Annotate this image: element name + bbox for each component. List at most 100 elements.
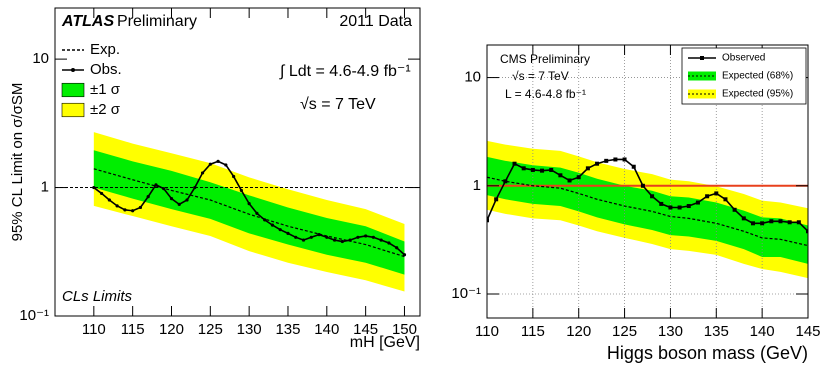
marker (567, 178, 572, 183)
x-tick-label: 135 (275, 321, 300, 338)
x-axis-label: Higgs boson mass (GeV) (607, 343, 808, 363)
x-tick-label: 115 (521, 323, 545, 340)
marker (301, 238, 306, 242)
plot-frame (54, 7, 421, 317)
x-tick-label: 145 (795, 323, 820, 340)
band (93, 150, 405, 275)
annotation: ∫ Ldt = 4.6-4.9 fb⁻¹ (279, 63, 411, 80)
marker (356, 235, 360, 239)
marker (487, 218, 489, 223)
annotation: L = 4.6-4.8 fb⁻¹ (505, 87, 586, 101)
x-axis-label: mH [GeV] (350, 334, 420, 351)
marker (278, 228, 282, 232)
marker (750, 221, 755, 226)
marker (714, 191, 719, 196)
marker (193, 185, 197, 190)
plot-frame (486, 44, 809, 319)
y-tick-label: 1 (41, 179, 49, 196)
marker (232, 174, 236, 179)
marker (604, 158, 609, 163)
marker (208, 162, 212, 166)
marker (115, 204, 119, 208)
marker (371, 235, 376, 239)
x-tick-label: 125 (612, 323, 637, 340)
marker (169, 197, 174, 201)
marker (364, 234, 368, 238)
marker (216, 159, 220, 163)
marker (659, 201, 664, 206)
marker (379, 238, 383, 242)
plot-area (55, 132, 420, 292)
marker (123, 208, 127, 212)
marker (769, 219, 774, 224)
marker (177, 202, 181, 206)
band (487, 156, 808, 264)
marker (686, 204, 691, 209)
marker (677, 205, 682, 210)
marker (138, 205, 143, 210)
x-tick-label: 140 (750, 323, 775, 340)
x-tick-label: 140 (314, 321, 339, 338)
legend-label: ±2 σ (90, 101, 121, 118)
marker (395, 246, 399, 250)
x-tick-label: 120 (159, 321, 184, 338)
marker (530, 167, 535, 172)
marker (668, 205, 673, 210)
marker (512, 161, 517, 166)
marker (576, 175, 581, 180)
series-line (487, 176, 808, 247)
marker (796, 220, 801, 225)
marker (340, 239, 344, 244)
marker (778, 219, 783, 224)
annotation: 2011 Data (339, 13, 412, 30)
marker (741, 216, 746, 221)
y-tick-label: 10⁻¹ (19, 307, 49, 324)
marker (270, 223, 275, 227)
marker (732, 207, 737, 212)
y-tick-label: 10 (464, 69, 481, 86)
legend-label: Observed (722, 53, 765, 64)
marker (695, 200, 700, 205)
marker (806, 229, 808, 234)
marker (325, 235, 329, 239)
marker (650, 194, 655, 199)
legend-label: Exp. (90, 41, 120, 58)
annotation: √s = 7 TeV (512, 69, 569, 83)
marker (595, 161, 600, 166)
y-tick-label: 10 (32, 50, 49, 67)
legend-marker (700, 56, 704, 60)
x-tick-label: 150 (392, 321, 417, 338)
marker (640, 183, 645, 188)
legend-marker (71, 68, 75, 72)
y-tick-label: 1 (473, 177, 481, 194)
marker (503, 179, 508, 184)
marker (294, 235, 298, 239)
marker (558, 173, 563, 178)
marker (348, 238, 352, 242)
marker (622, 157, 627, 162)
legend-label: Obs. (90, 61, 122, 78)
marker (286, 231, 290, 235)
annotation: CLs Limits (62, 288, 133, 305)
marker (585, 166, 590, 171)
marker (224, 163, 228, 167)
marker (540, 168, 545, 173)
annotation: √s = 7 TeV (300, 96, 376, 113)
x-tick-label: 130 (658, 323, 683, 340)
marker (239, 188, 243, 193)
marker (494, 197, 499, 202)
y-axis-label: 95% CL Limit on σ/σSM (9, 83, 26, 242)
x-tick-label: 135 (704, 323, 729, 340)
marker (185, 198, 189, 202)
marker (549, 167, 554, 172)
x-tick-label: 145 (353, 321, 378, 338)
legend-swatch (61, 102, 85, 118)
annotation: CMS Preliminary (500, 52, 590, 66)
marker (131, 209, 135, 213)
marker (146, 195, 150, 199)
marker (521, 166, 526, 171)
marker (317, 233, 321, 237)
